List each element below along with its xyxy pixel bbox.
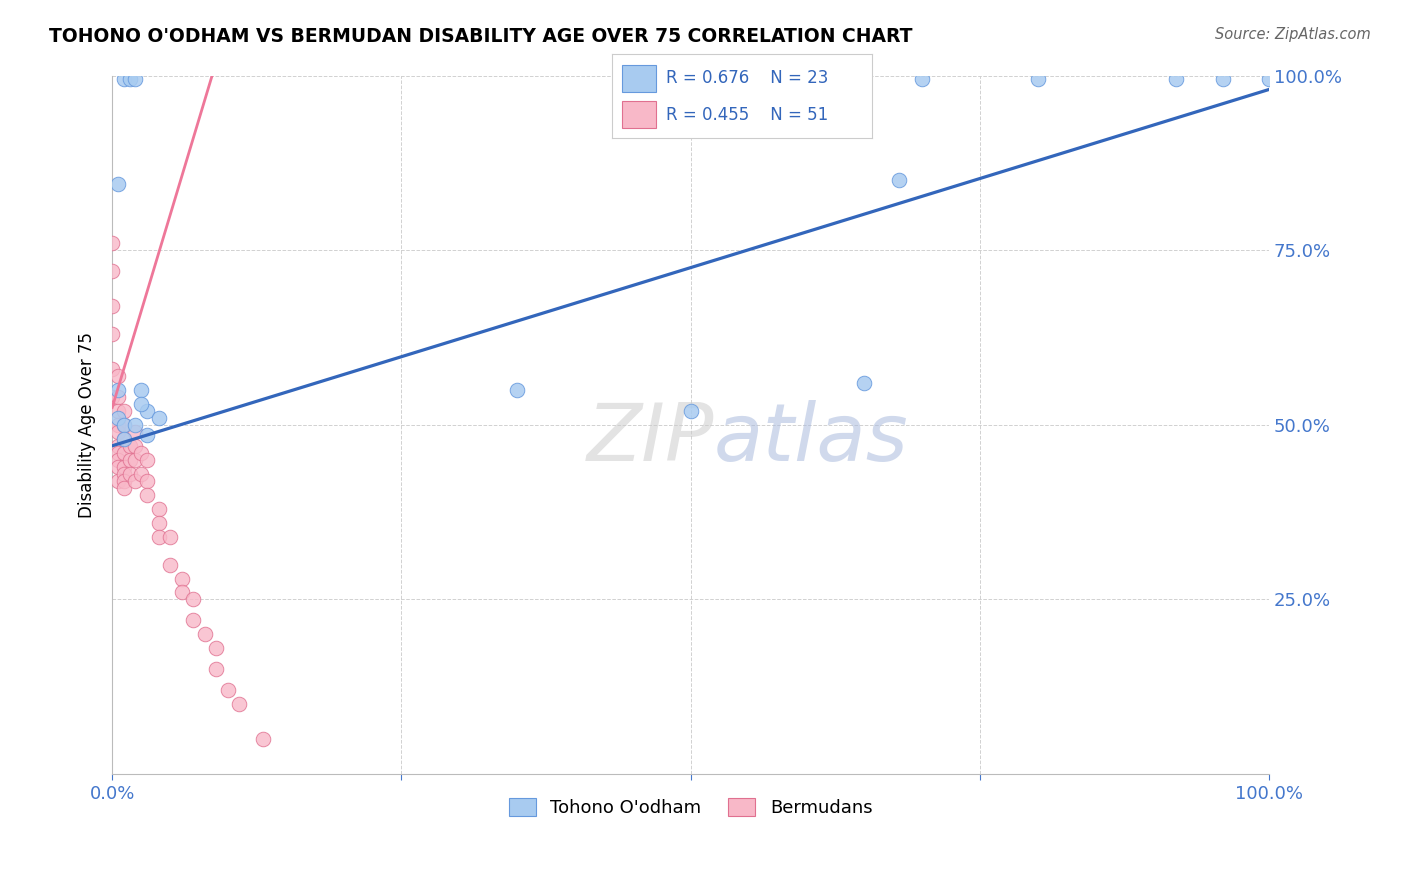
Text: R = 0.676    N = 23: R = 0.676 N = 23	[666, 69, 828, 87]
Point	[118, 72, 141, 87]
Point	[1026, 72, 1049, 87]
Point	[148, 501, 170, 516]
Text: TOHONO O'ODHAM VS BERMUDAN DISABILITY AGE OVER 75 CORRELATION CHART: TOHONO O'ODHAM VS BERMUDAN DISABILITY AG…	[49, 27, 912, 45]
Point	[107, 446, 129, 460]
Point	[228, 698, 250, 712]
Point	[118, 439, 141, 453]
Point	[118, 467, 141, 481]
Point	[129, 446, 152, 460]
Point	[107, 177, 129, 191]
Point	[112, 417, 135, 432]
Point	[124, 474, 146, 488]
Text: atlas: atlas	[714, 400, 908, 478]
Text: ZIP: ZIP	[586, 400, 714, 478]
Point	[101, 326, 124, 341]
Point	[107, 383, 129, 397]
Point	[124, 417, 146, 432]
Point	[112, 481, 135, 495]
Point	[853, 376, 876, 390]
Point	[1166, 72, 1188, 87]
Point	[112, 474, 135, 488]
Point	[107, 390, 129, 404]
Point	[124, 425, 146, 439]
Point	[205, 641, 228, 656]
Point	[101, 264, 124, 278]
Point	[170, 572, 193, 586]
Point	[159, 558, 181, 572]
Point	[118, 452, 141, 467]
Point	[217, 683, 239, 698]
Point	[112, 404, 135, 418]
Point	[181, 614, 204, 628]
Point	[129, 467, 152, 481]
Point	[159, 530, 181, 544]
Point	[148, 516, 170, 530]
Point	[112, 432, 135, 446]
Point	[136, 428, 159, 442]
Point	[129, 383, 152, 397]
Point	[101, 299, 124, 313]
Point	[101, 236, 124, 251]
Point	[136, 488, 159, 502]
Point	[112, 467, 135, 481]
Legend: Tohono O'odham, Bermudans: Tohono O'odham, Bermudans	[502, 790, 880, 824]
Point	[112, 417, 135, 432]
Point	[107, 417, 129, 432]
Point	[107, 459, 129, 474]
Point	[112, 446, 135, 460]
FancyBboxPatch shape	[621, 64, 655, 92]
Y-axis label: Disability Age Over 75: Disability Age Over 75	[79, 332, 96, 518]
Point	[107, 368, 129, 383]
Point	[101, 390, 124, 404]
Point	[129, 397, 152, 411]
Point	[124, 452, 146, 467]
Point	[107, 410, 129, 425]
Point	[506, 383, 529, 397]
Point	[107, 404, 129, 418]
Point	[124, 72, 146, 87]
Point	[170, 585, 193, 599]
Point	[205, 662, 228, 676]
Point	[107, 474, 129, 488]
Point	[679, 404, 702, 418]
Point	[194, 627, 217, 641]
Point	[136, 452, 159, 467]
Point	[1258, 72, 1281, 87]
Point	[1212, 72, 1234, 87]
Point	[911, 72, 934, 87]
Point	[107, 452, 129, 467]
Point	[107, 425, 129, 439]
Point	[252, 732, 274, 747]
Point	[112, 72, 135, 87]
Point	[136, 404, 159, 418]
Point	[181, 592, 204, 607]
FancyBboxPatch shape	[621, 101, 655, 128]
Point	[124, 439, 146, 453]
Point	[112, 432, 135, 446]
Point	[136, 474, 159, 488]
Point	[887, 173, 910, 187]
Point	[101, 362, 124, 376]
Point	[112, 459, 135, 474]
Text: R = 0.455    N = 51: R = 0.455 N = 51	[666, 105, 828, 123]
Text: Source: ZipAtlas.com: Source: ZipAtlas.com	[1215, 27, 1371, 42]
Point	[148, 530, 170, 544]
Point	[148, 410, 170, 425]
Point	[107, 439, 129, 453]
